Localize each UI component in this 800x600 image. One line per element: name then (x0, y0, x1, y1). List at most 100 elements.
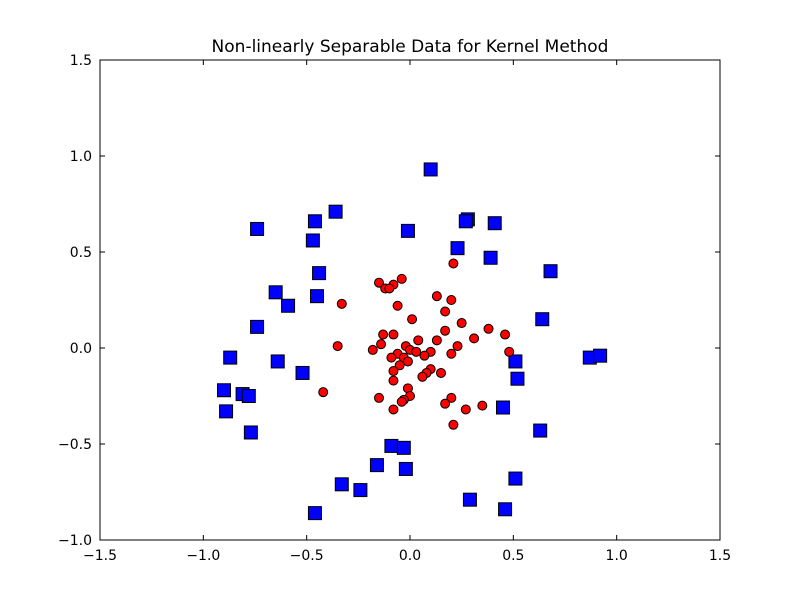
square-point (270, 354, 285, 369)
square-point (400, 223, 415, 238)
circle-point (431, 291, 442, 302)
circle-point (402, 356, 413, 367)
square-point (510, 371, 525, 386)
circle-point (452, 341, 463, 352)
circle-point (388, 375, 399, 386)
x-tick-label: 1.0 (606, 548, 628, 564)
y-tick-label: 0.5 (70, 245, 92, 261)
y-tick-label: 0.0 (70, 341, 92, 357)
circle-point (446, 392, 457, 403)
circle-point (407, 314, 418, 325)
square-point (533, 423, 548, 438)
circle-point (392, 300, 403, 311)
circle-point (388, 329, 399, 340)
circle-point (332, 341, 343, 352)
square-point (508, 354, 523, 369)
square-point (241, 389, 256, 403)
circle-point (396, 273, 407, 284)
square-point (334, 477, 349, 492)
square-point (508, 471, 523, 486)
plot-frame (99, 59, 721, 541)
circle-point (396, 396, 407, 407)
y-tick-label: 1.5 (70, 53, 92, 69)
circle-point (417, 371, 428, 382)
circle-point (448, 419, 459, 430)
square-point (487, 216, 502, 231)
circle-point (500, 329, 511, 340)
square-point (295, 365, 310, 380)
y-tick-label: 1.0 (70, 149, 92, 165)
square-point (496, 400, 510, 415)
square-point (593, 348, 608, 363)
chart-title: Non-linearly Separable Data for Kernel M… (212, 37, 609, 57)
circle-point (504, 346, 515, 357)
circle-point (419, 350, 430, 361)
circle-point (386, 352, 397, 363)
circle-point (376, 339, 387, 350)
square-point (268, 285, 283, 300)
circle-point (411, 346, 422, 357)
circle-point (374, 392, 384, 403)
circle-point (440, 398, 451, 409)
circle-point (336, 298, 347, 309)
circle-point (460, 404, 471, 415)
series-circles (318, 258, 515, 430)
axis-ticks: −1.5 −1.0 −0.5 0.0 0.5 1.0 1.5−1.0−0.50.00.51.… (58, 53, 731, 564)
square-point (543, 264, 558, 279)
square-point (369, 458, 384, 473)
square-point (307, 214, 322, 229)
square-point (396, 440, 411, 455)
square-point (219, 404, 234, 419)
square-point (353, 483, 368, 498)
circle-point (440, 325, 451, 336)
square-point (281, 298, 296, 313)
square-point (423, 162, 438, 177)
series-squares (217, 162, 608, 521)
circle-point (436, 367, 446, 378)
x-tick-label: 1.5 (709, 548, 731, 564)
square-point (462, 492, 477, 507)
circle-point (456, 318, 467, 329)
circle-point (318, 387, 329, 398)
square-point (483, 250, 498, 265)
circle-point (413, 335, 424, 346)
circle-point (374, 277, 384, 288)
x-tick-label: 0.0 (399, 548, 421, 564)
square-point (328, 204, 343, 219)
data-markers (217, 162, 608, 521)
square-point (250, 221, 265, 236)
square-point (398, 461, 413, 476)
y-tick-label: −0.5 (58, 437, 92, 453)
square-point (217, 383, 231, 398)
circle-point (367, 344, 378, 355)
circle-point (446, 348, 457, 359)
square-point (458, 214, 473, 229)
circle-point (440, 306, 451, 317)
square-point (450, 241, 465, 256)
x-tick-label: −0.5 (290, 548, 324, 564)
circle-point (469, 333, 480, 344)
x-tick-label: 0.5 (502, 548, 524, 564)
square-point (312, 266, 327, 281)
circle-point (388, 366, 399, 377)
circle-point (446, 295, 457, 305)
x-tick-label: −1.5 (83, 548, 117, 564)
square-point (535, 312, 550, 327)
circle-point (394, 360, 405, 371)
square-point (310, 289, 324, 304)
circle-point (448, 258, 459, 269)
square-point (305, 233, 320, 248)
circle-point (378, 329, 389, 340)
square-point (498, 502, 513, 517)
square-point (243, 425, 258, 440)
square-point (384, 438, 399, 453)
square-point (250, 319, 265, 334)
circle-point (431, 335, 442, 346)
x-tick-label: −1.0 (186, 548, 220, 564)
circle-point (477, 400, 488, 411)
circle-point (384, 283, 395, 294)
circle-point (388, 404, 399, 415)
square-point (307, 506, 322, 521)
